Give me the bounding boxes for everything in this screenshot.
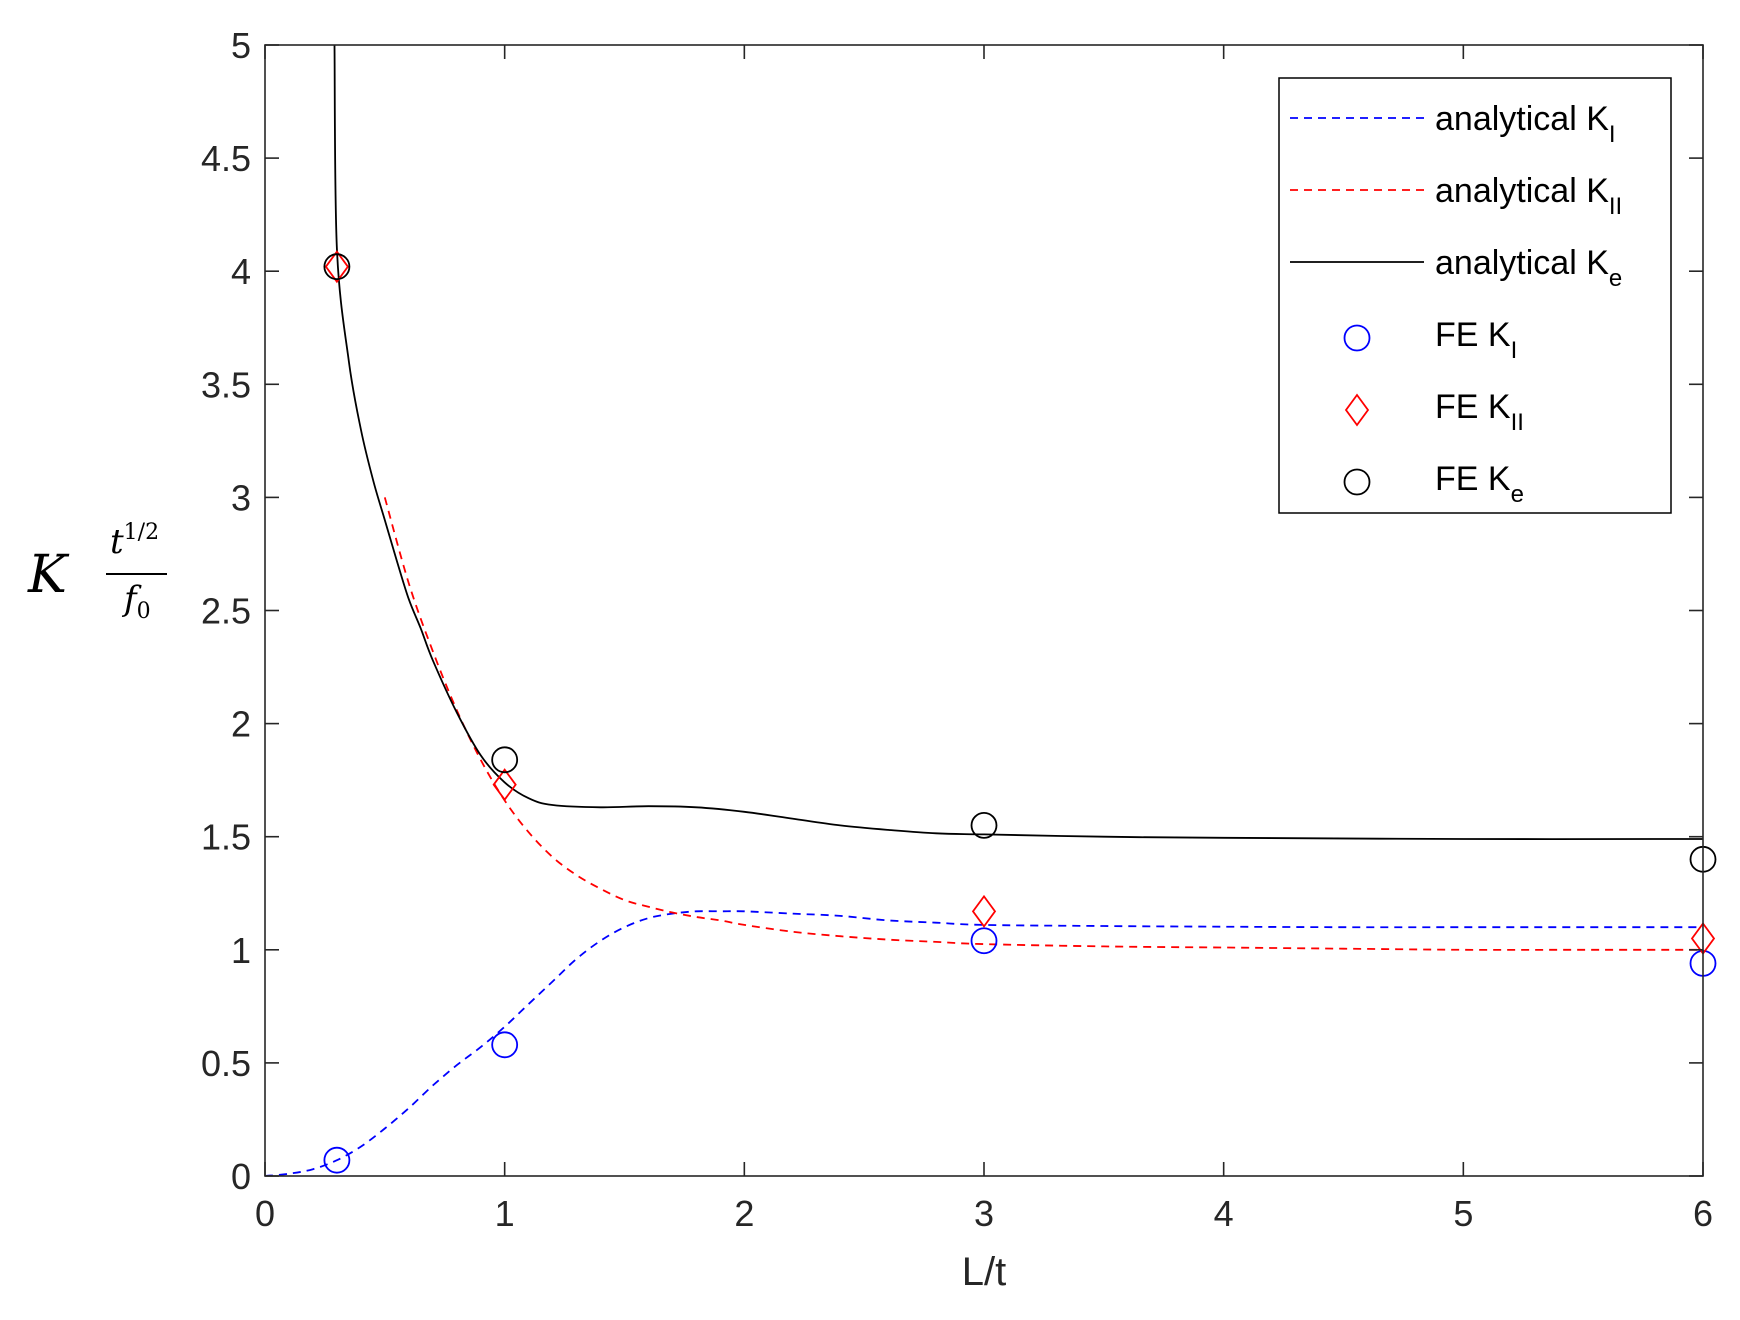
data-point-fe-k-e bbox=[491, 746, 519, 774]
x-axis-label: L/t bbox=[962, 1250, 1006, 1294]
legend-label: analytical Ke bbox=[1435, 244, 1622, 292]
y-tick-label: 0.5 bbox=[201, 1043, 251, 1084]
y-tick-label: 1.5 bbox=[201, 817, 251, 858]
x-tick-label: 6 bbox=[1693, 1193, 1713, 1234]
legend-marker-swatch bbox=[1343, 468, 1371, 496]
x-tick-labels: 0 1 2 3 4 5 6 bbox=[255, 1193, 1713, 1234]
y-axis-label: K t1/2 f0 bbox=[27, 520, 167, 624]
legend-marker-swatch bbox=[1343, 324, 1371, 352]
y-label-numerator: t1/2 bbox=[110, 520, 159, 562]
data-point-fe-k-e bbox=[323, 253, 351, 281]
legend-entry-fe-k-ii: FE KII bbox=[1344, 388, 1524, 436]
series-line-analytical-k-e bbox=[333, 45, 1703, 840]
legend-entry-fe-k-e: FE Ke bbox=[1343, 460, 1524, 508]
y-tick-label: 0 bbox=[231, 1156, 251, 1197]
tick-layer bbox=[264, 44, 1704, 1177]
legend-label: FE KII bbox=[1435, 388, 1524, 436]
data-point-fe-k-i bbox=[491, 1031, 519, 1059]
legend: analytical KI analytical KII analytical Ke… bbox=[1278, 77, 1672, 514]
y-tick-labels: 0 0.5 1 1.5 2 2.5 3 3.5 4 4.5 5 bbox=[201, 25, 251, 1197]
x-tick-label: 0 bbox=[255, 1193, 275, 1234]
legend-entry-analytical-k-i: analytical KI bbox=[1290, 100, 1616, 148]
x-tick-label: 5 bbox=[1453, 1193, 1473, 1234]
y-label-base: K bbox=[27, 545, 70, 605]
y-label-denominator: f0 bbox=[121, 579, 151, 624]
series-line-analytical-k-ii bbox=[383, 497, 1703, 951]
legend-entry-analytical-k-e: analytical Ke bbox=[1290, 244, 1622, 292]
legend-entry-fe-k-i: FE KI bbox=[1343, 316, 1517, 364]
data-point-fe-k-i bbox=[323, 1146, 351, 1174]
legend-label: FE KI bbox=[1435, 316, 1517, 364]
marker-layer bbox=[323, 250, 1717, 1174]
y-tick-label: 2.5 bbox=[201, 591, 251, 632]
x-tick-label: 1 bbox=[495, 1193, 515, 1234]
legend-entry-analytical-k-ii: analytical KII bbox=[1290, 172, 1622, 220]
legend-label: analytical KII bbox=[1435, 172, 1622, 220]
y-tick-label: 4.5 bbox=[201, 138, 251, 179]
y-tick-label: 1 bbox=[231, 930, 251, 971]
x-tick-label: 3 bbox=[974, 1193, 994, 1234]
x-tick-label: 2 bbox=[734, 1193, 754, 1234]
legend-label: FE Ke bbox=[1435, 460, 1524, 508]
x-tick-label: 4 bbox=[1214, 1193, 1234, 1234]
legend-box bbox=[1278, 77, 1672, 514]
y-tick-label: 3 bbox=[231, 477, 251, 518]
y-tick-label: 2 bbox=[231, 704, 251, 745]
legend-label: analytical KI bbox=[1435, 100, 1616, 148]
data-point-fe-k-e bbox=[970, 811, 998, 839]
series-line-analytical-k-i bbox=[265, 910, 1703, 1176]
legend-marker-swatch bbox=[1344, 393, 1370, 427]
data-point-fe-k-ii bbox=[492, 768, 517, 802]
data-point-fe-k-i bbox=[970, 927, 998, 955]
data-point-fe-k-ii bbox=[324, 250, 350, 284]
data-point-fe-k-ii bbox=[971, 894, 997, 928]
y-tick-label: 4 bbox=[231, 251, 251, 292]
y-tick-label: 3.5 bbox=[201, 364, 251, 405]
series-layer bbox=[265, 45, 1703, 1176]
y-tick-label: 5 bbox=[231, 25, 251, 66]
